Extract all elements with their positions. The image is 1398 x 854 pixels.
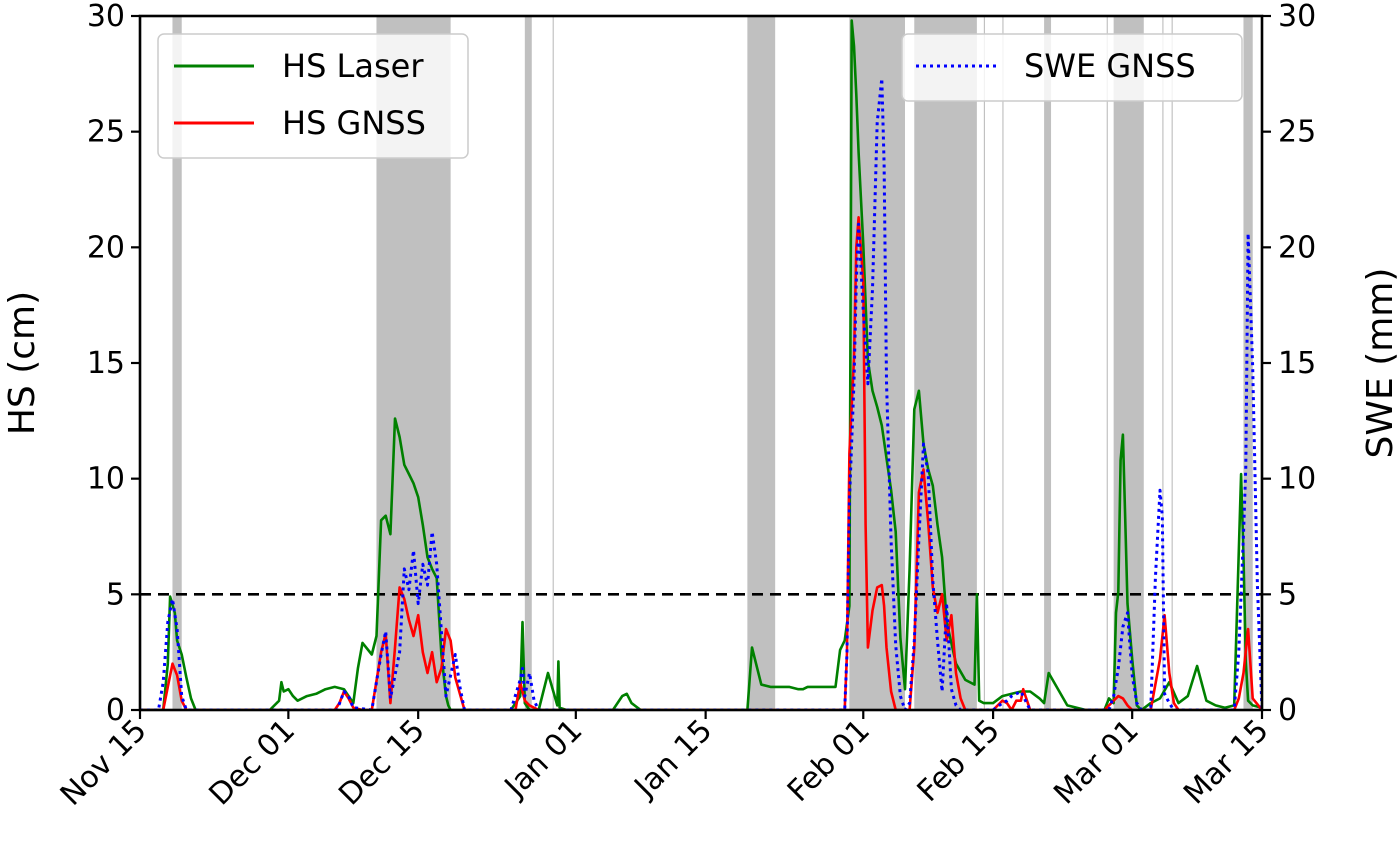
shaded-period-12 xyxy=(1162,16,1164,710)
shaded-period-8 xyxy=(1002,16,1004,710)
series-layer xyxy=(140,19,1262,710)
legend-label-swe-gnss: SWE GNSS xyxy=(1024,47,1196,85)
x-tick-label-2020-02-15: Feb 15 xyxy=(911,713,1007,809)
y2-tick-label-0: 0 xyxy=(1278,693,1297,728)
shaded-period-9 xyxy=(1044,16,1052,710)
x-tick-label-2020-03-15: Mar 15 xyxy=(1177,713,1276,812)
shaded-period-0 xyxy=(172,16,182,710)
shaded-period-10 xyxy=(1106,16,1108,710)
shaded-period-2 xyxy=(524,16,532,710)
legend-right-box xyxy=(901,33,1243,102)
x-tick-label-2020-01-15: Jan 15 xyxy=(627,713,720,806)
shaded-period-4 xyxy=(747,16,776,710)
y-tick-label-25: 25 xyxy=(87,115,125,150)
y-axis-label: HS (cm) xyxy=(2,291,43,435)
y-tick-label-0: 0 xyxy=(106,693,125,728)
y2-tick-label-30: 30 xyxy=(1278,0,1316,34)
x-tick-label-2019-12-15: Dec 15 xyxy=(332,713,432,813)
legend-right: SWE GNSS xyxy=(901,33,1243,102)
x-tick-label-2019-11-15: Nov 15 xyxy=(54,713,154,813)
y2-tick-label-5: 5 xyxy=(1278,577,1297,612)
y2-tick-label-15: 15 xyxy=(1278,346,1316,381)
y-tick-label-5: 5 xyxy=(106,577,125,612)
shaded-period-7 xyxy=(983,16,985,710)
y2-tick-label-25: 25 xyxy=(1278,115,1316,150)
shaded-period-3 xyxy=(552,16,554,710)
y-tick-label-20: 20 xyxy=(87,230,125,265)
x-tick-label-2020-01-01: Jan 01 xyxy=(497,713,590,806)
y2-axis-label: SWE (mm) xyxy=(1360,268,1398,459)
series-hs-gnss xyxy=(140,216,1262,710)
x-tick-label-2019-12-01: Dec 01 xyxy=(202,713,302,813)
series-swe-gnss xyxy=(140,77,1262,710)
x-tick-label-2020-02-01: Feb 01 xyxy=(781,713,877,809)
y-tick-label-15: 15 xyxy=(87,346,125,381)
y-tick-label-30: 30 xyxy=(87,0,125,34)
legend-label-hs-laser: HS Laser xyxy=(282,47,424,85)
y-tick-label-10: 10 xyxy=(87,462,125,497)
legend-label-hs-gnss: HS GNSS xyxy=(282,104,426,142)
legend-left: HS Laser HS GNSS xyxy=(157,33,469,159)
x-tick-label-2020-03-01: Mar 01 xyxy=(1047,713,1146,812)
y2-tick-label-10: 10 xyxy=(1278,462,1316,497)
y2-tick-label-20: 20 xyxy=(1278,230,1316,265)
shaded-period-13 xyxy=(1171,16,1173,710)
